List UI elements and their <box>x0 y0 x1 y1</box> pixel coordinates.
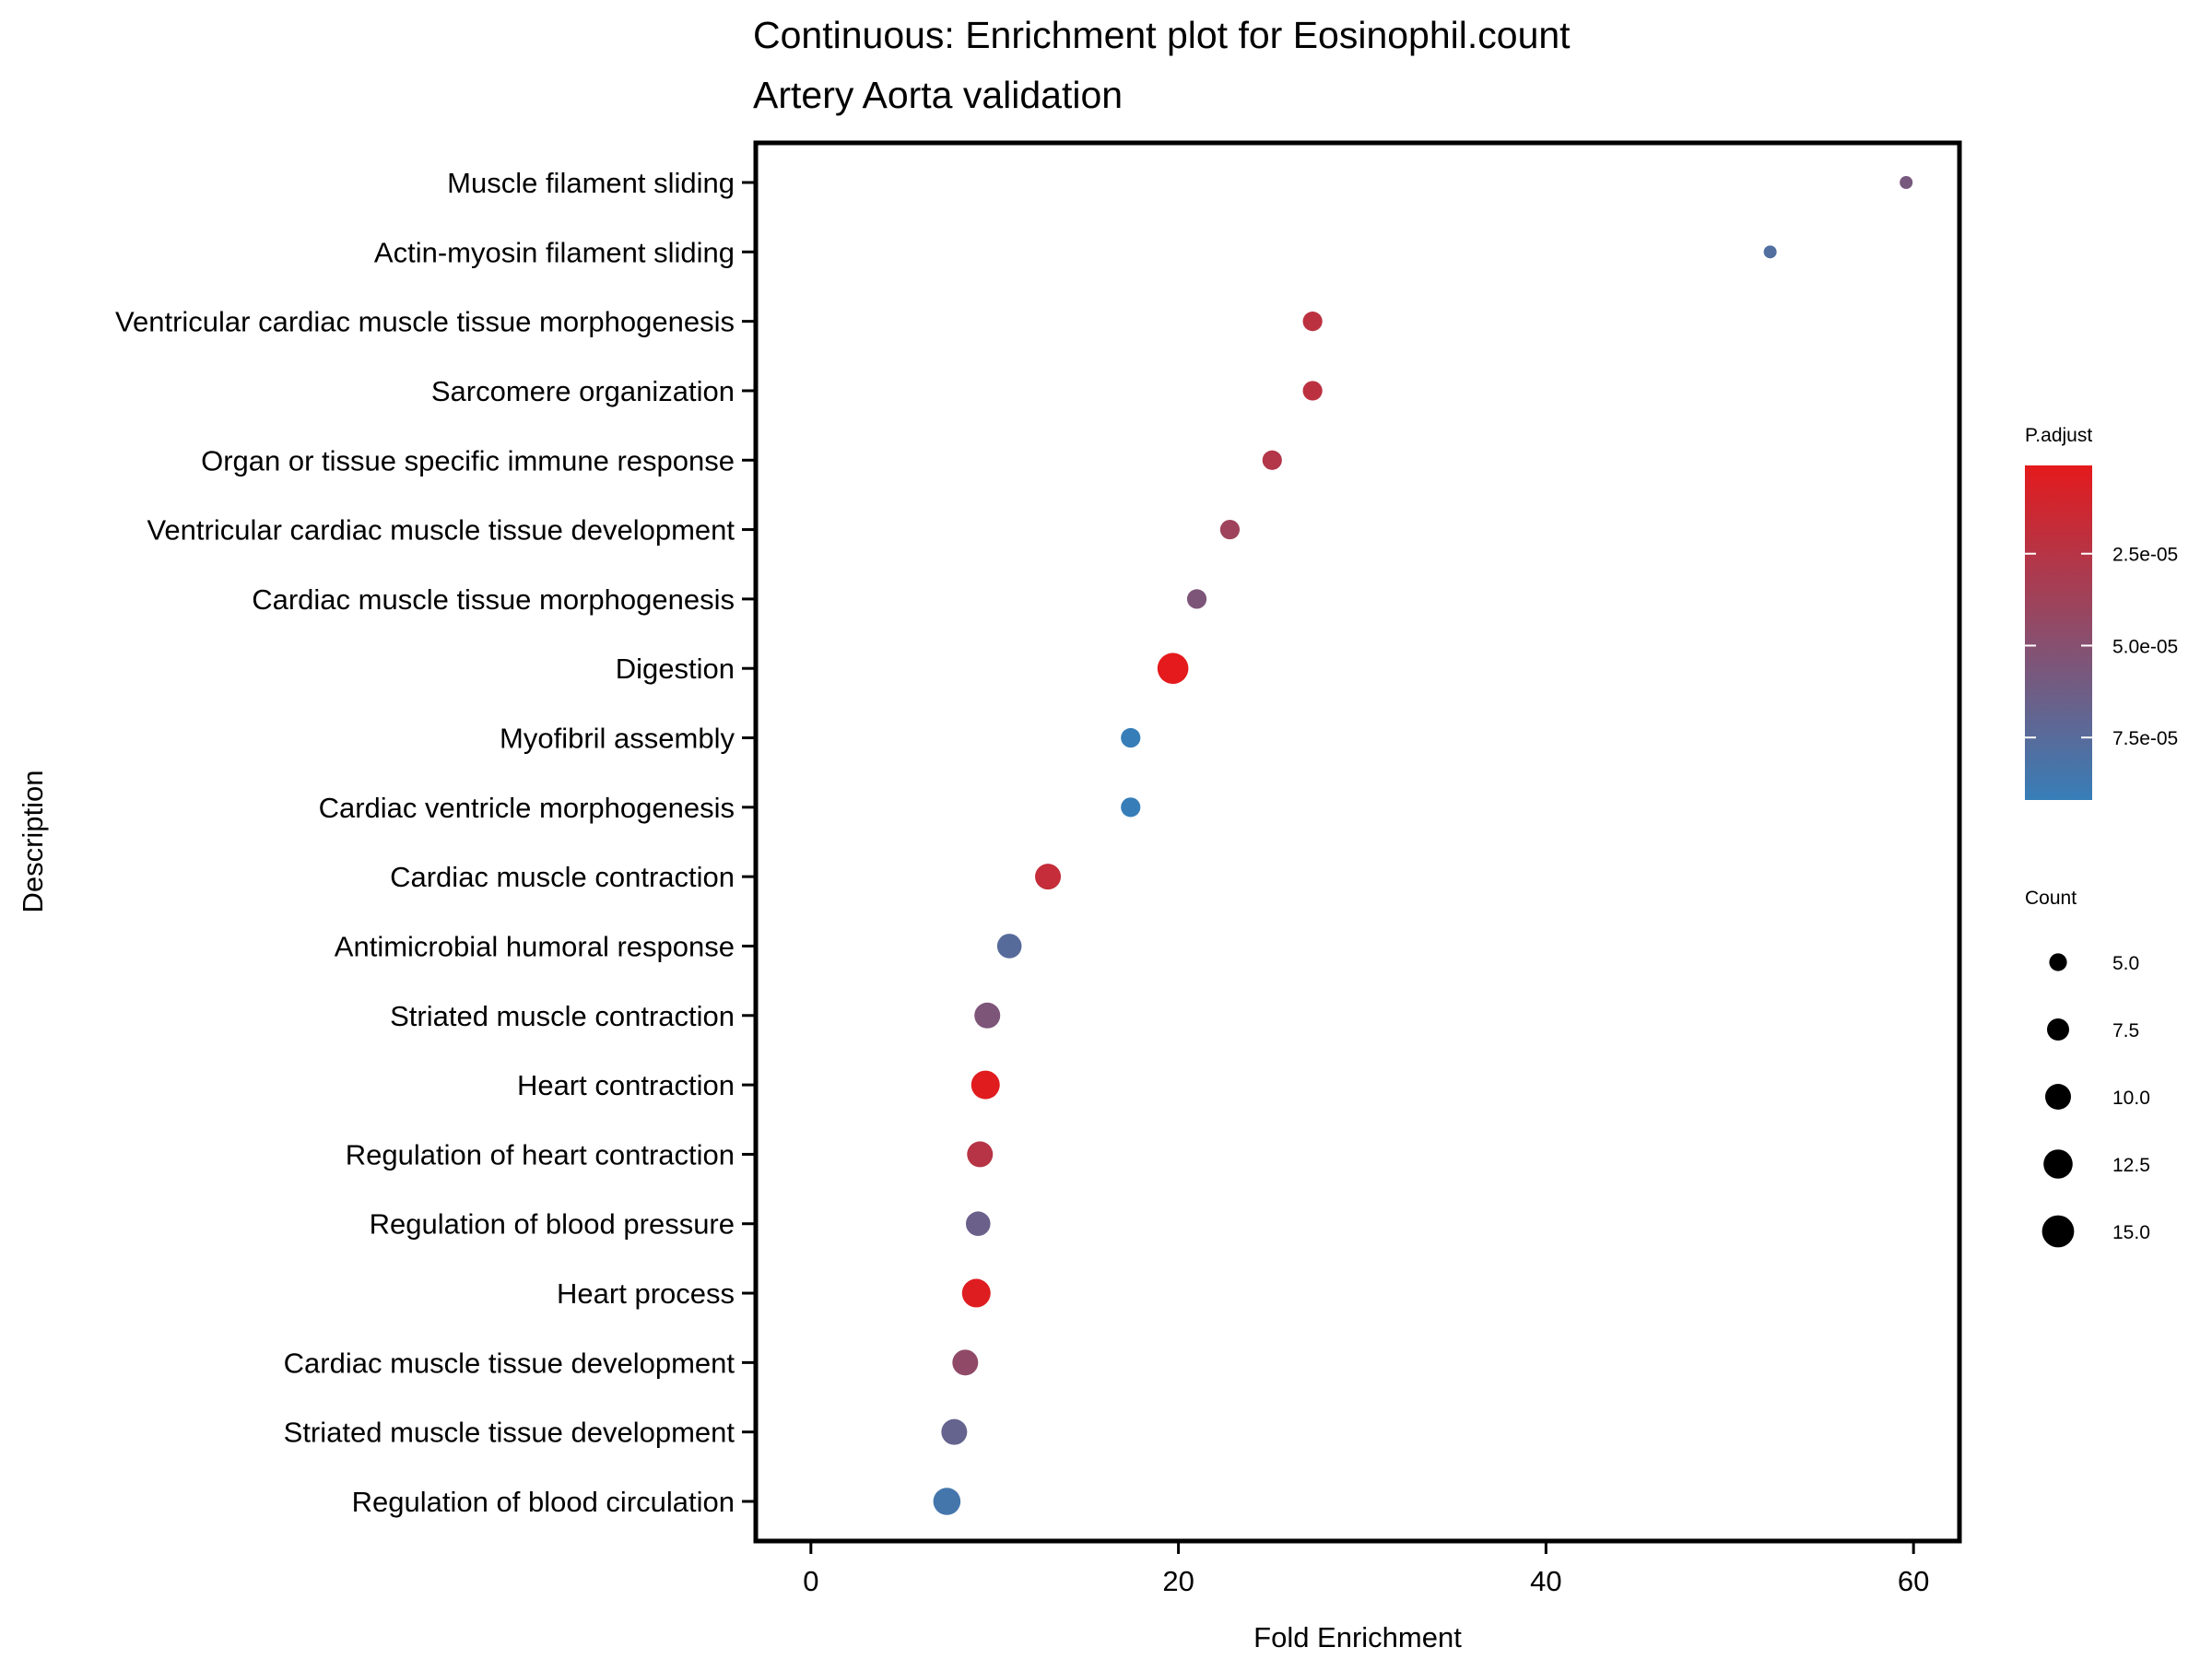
color-legend-bar <box>2025 465 2092 800</box>
size-legend-label: 12.5 <box>2112 1155 2150 1176</box>
color-legend-label: 7.5e-05 <box>2112 728 2178 749</box>
data-point <box>1262 450 1282 470</box>
y-tick-label: Myofibril assembly <box>500 723 735 755</box>
y-tick-label: Actin-myosin filament sliding <box>374 236 735 268</box>
data-point <box>971 1070 1000 1100</box>
size-legend-label: 15.0 <box>2112 1222 2150 1243</box>
y-tick-label: Striated muscle contraction <box>390 1000 735 1032</box>
y-tick-label: Ventricular cardiac muscle tissue develo… <box>147 514 735 547</box>
x-axis-title: Fold Enrichment <box>1253 1621 1462 1653</box>
y-tick-label: Regulation of blood circulation <box>352 1486 735 1518</box>
data-point <box>1035 864 1062 890</box>
y-tick-label: Ventricular cardiac muscle tissue morpho… <box>115 306 735 338</box>
y-tick-label: Regulation of blood pressure <box>370 1208 735 1241</box>
y-tick-label: Cardiac muscle tissue morphogenesis <box>252 583 735 616</box>
data-point <box>1219 519 1241 540</box>
y-tick-label: Organ or tissue specific immune response <box>201 444 735 477</box>
data-point <box>1763 245 1777 259</box>
size-legend-label: 5.0 <box>2112 953 2139 974</box>
size-legend-key <box>2047 1018 2069 1041</box>
y-tick-label: Cardiac ventricle morphogenesis <box>319 792 735 824</box>
y-tick-label: Cardiac muscle contraction <box>390 861 735 893</box>
data-point <box>952 1349 979 1376</box>
data-point <box>1121 727 1141 748</box>
x-tick-label: 20 <box>1162 1565 1194 1597</box>
data-point <box>933 1488 961 1515</box>
y-axis-title: Description <box>17 770 49 912</box>
x-tick-label: 60 <box>1898 1565 1929 1597</box>
size-legend-title: Count <box>2025 888 2077 909</box>
color-legend-label: 2.5e-05 <box>2112 545 2178 566</box>
color-legend-title: P.adjust <box>2025 425 2092 446</box>
y-tick-label: Muscle filament sliding <box>447 167 735 199</box>
size-legend-key <box>2043 1149 2073 1179</box>
data-point <box>1302 381 1323 401</box>
data-point <box>1900 176 1913 189</box>
data-point <box>1186 589 1207 609</box>
chart-subtitle: Artery Aorta validation <box>753 74 1123 116</box>
data-point <box>1302 312 1323 332</box>
size-legend-key <box>2049 953 2067 971</box>
size-legend-key <box>2045 1084 2071 1110</box>
y-tick-label: Cardiac muscle tissue development <box>284 1347 735 1379</box>
data-point <box>965 1211 991 1237</box>
data-point <box>961 1278 991 1308</box>
data-point <box>1157 653 1189 685</box>
data-point <box>974 1002 1001 1029</box>
x-tick-label: 0 <box>803 1565 818 1597</box>
y-tick-label: Heart contraction <box>517 1069 735 1101</box>
data-point <box>996 934 1022 959</box>
size-legend-label: 7.5 <box>2112 1020 2139 1041</box>
y-tick-label: Antimicrobial humoral response <box>335 930 735 962</box>
data-point <box>967 1141 994 1168</box>
y-tick-label: Regulation of heart contraction <box>346 1138 735 1171</box>
data-point <box>1121 797 1141 818</box>
size-legend-label: 10.0 <box>2112 1088 2150 1109</box>
chart-title: Continuous: Enrichment plot for Eosinoph… <box>753 14 1571 56</box>
x-tick-label: 40 <box>1530 1565 1561 1597</box>
y-tick-label: Digestion <box>616 653 735 685</box>
y-tick-label: Heart process <box>557 1277 735 1310</box>
y-tick-label: Sarcomere organization <box>431 375 735 407</box>
plot-panel-border <box>753 140 1962 1544</box>
color-legend-label: 5.0e-05 <box>2112 636 2178 657</box>
data-point <box>941 1418 968 1445</box>
y-tick-label: Striated muscle tissue development <box>284 1417 735 1449</box>
size-legend-key <box>2041 1215 2075 1248</box>
